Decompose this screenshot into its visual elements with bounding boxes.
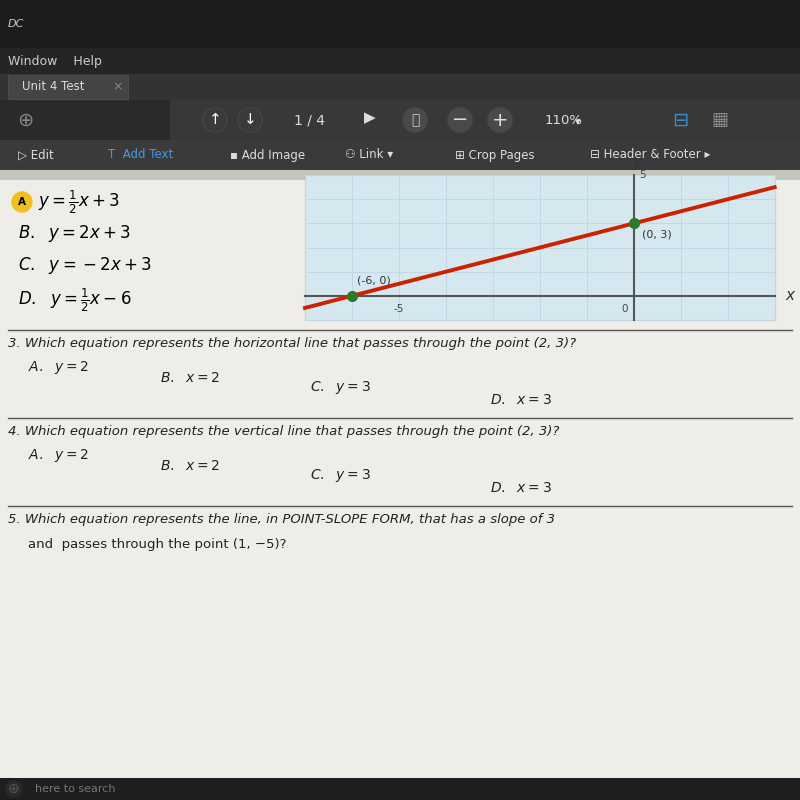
Text: $C.\ \ y = -2x + 3$: $C.\ \ y = -2x + 3$ [18, 255, 152, 277]
Bar [0, 0, 800, 48]
Text: ⊕: ⊕ [8, 782, 20, 796]
Text: $A.\ \ y = 2$: $A.\ \ y = 2$ [28, 447, 89, 465]
Text: x: x [785, 288, 794, 303]
Text: Unit 4 Test: Unit 4 Test [22, 81, 85, 94]
Text: ▪ Add Image: ▪ Add Image [230, 149, 305, 162]
Circle shape [238, 108, 262, 132]
Text: A: A [18, 197, 26, 207]
Text: here to search: here to search [35, 784, 115, 794]
Text: (-6, 0): (-6, 0) [357, 276, 390, 286]
Text: −: − [452, 110, 468, 130]
Bar [8, 75, 128, 99]
Circle shape [6, 781, 22, 797]
Bar [0, 170, 800, 180]
Bar [305, 175, 775, 320]
Text: $C.\ \ y = 3$: $C.\ \ y = 3$ [310, 467, 370, 485]
Circle shape [203, 108, 227, 132]
Text: Window    Help: Window Help [8, 54, 102, 67]
Circle shape [12, 192, 32, 212]
Bar [0, 170, 800, 800]
Text: $B.\ \ y = 2x + 3$: $B.\ \ y = 2x + 3$ [18, 223, 131, 245]
Bar [0, 48, 800, 74]
Text: 4. Which equation represents the vertical line that passes through the point (2,: 4. Which equation represents the vertica… [8, 425, 559, 438]
Text: ✋: ✋ [411, 113, 419, 127]
Text: $D.\ \ y = \frac{1}{2}x - 6$: $D.\ \ y = \frac{1}{2}x - 6$ [18, 286, 131, 314]
Bar [0, 0, 800, 200]
Bar [0, 74, 800, 100]
Text: ⚇ Link ▾: ⚇ Link ▾ [345, 149, 393, 162]
Circle shape [239, 109, 261, 131]
Text: T  Add Text: T Add Text [108, 149, 174, 162]
Text: 3. Which equation represents the horizontal line that passes through the point (: 3. Which equation represents the horizon… [8, 337, 576, 350]
Text: ⊟ Header & Footer ▸: ⊟ Header & Footer ▸ [590, 149, 710, 162]
Text: ▷ Edit: ▷ Edit [18, 149, 54, 162]
Text: and  passes through the point (1, −5)?: and passes through the point (1, −5)? [28, 538, 286, 551]
Text: 110%: 110% [545, 114, 583, 126]
Bar [0, 778, 800, 800]
Text: $D.\ \ x = 3$: $D.\ \ x = 3$ [490, 481, 552, 495]
Text: ▦: ▦ [711, 111, 729, 129]
Text: ↑: ↑ [209, 113, 222, 127]
Text: $C.\ \ y = 3$: $C.\ \ y = 3$ [310, 379, 370, 397]
Text: 0: 0 [622, 304, 628, 314]
Text: y: y [633, 155, 642, 170]
Text: $B.\ \ x = 2$: $B.\ \ x = 2$ [160, 459, 220, 473]
Text: -5: -5 [394, 304, 404, 314]
Circle shape [204, 109, 226, 131]
Text: $B.\ \ x = 2$: $B.\ \ x = 2$ [160, 371, 220, 385]
Text: $y = \frac{1}{2}x + 3$: $y = \frac{1}{2}x + 3$ [38, 188, 120, 216]
Text: ▾: ▾ [575, 117, 581, 127]
Text: ×: × [113, 81, 123, 94]
Circle shape [403, 108, 427, 132]
Text: $D.\ \ x = 3$: $D.\ \ x = 3$ [490, 393, 552, 407]
Text: ⊞ Crop Pages: ⊞ Crop Pages [455, 149, 534, 162]
Text: DC: DC [8, 19, 24, 29]
Text: ⊕: ⊕ [17, 110, 33, 130]
Circle shape [448, 108, 472, 132]
Text: (0, 3): (0, 3) [642, 230, 672, 239]
Text: 5: 5 [639, 170, 646, 180]
Text: 1 / 4: 1 / 4 [294, 113, 326, 127]
Text: ⊟: ⊟ [672, 110, 688, 130]
Bar [0, 140, 800, 170]
Text: ↓: ↓ [244, 113, 256, 127]
Text: 5. Which equation represents the line, in POINT-SLOPE FORM, that has a slope of : 5. Which equation represents the line, i… [8, 513, 555, 526]
Text: ▶: ▶ [364, 110, 376, 126]
Circle shape [488, 108, 512, 132]
Bar [170, 100, 800, 140]
Text: +: + [492, 110, 508, 130]
Bar [0, 100, 170, 140]
Text: $A.\ \ y = 2$: $A.\ \ y = 2$ [28, 359, 89, 377]
